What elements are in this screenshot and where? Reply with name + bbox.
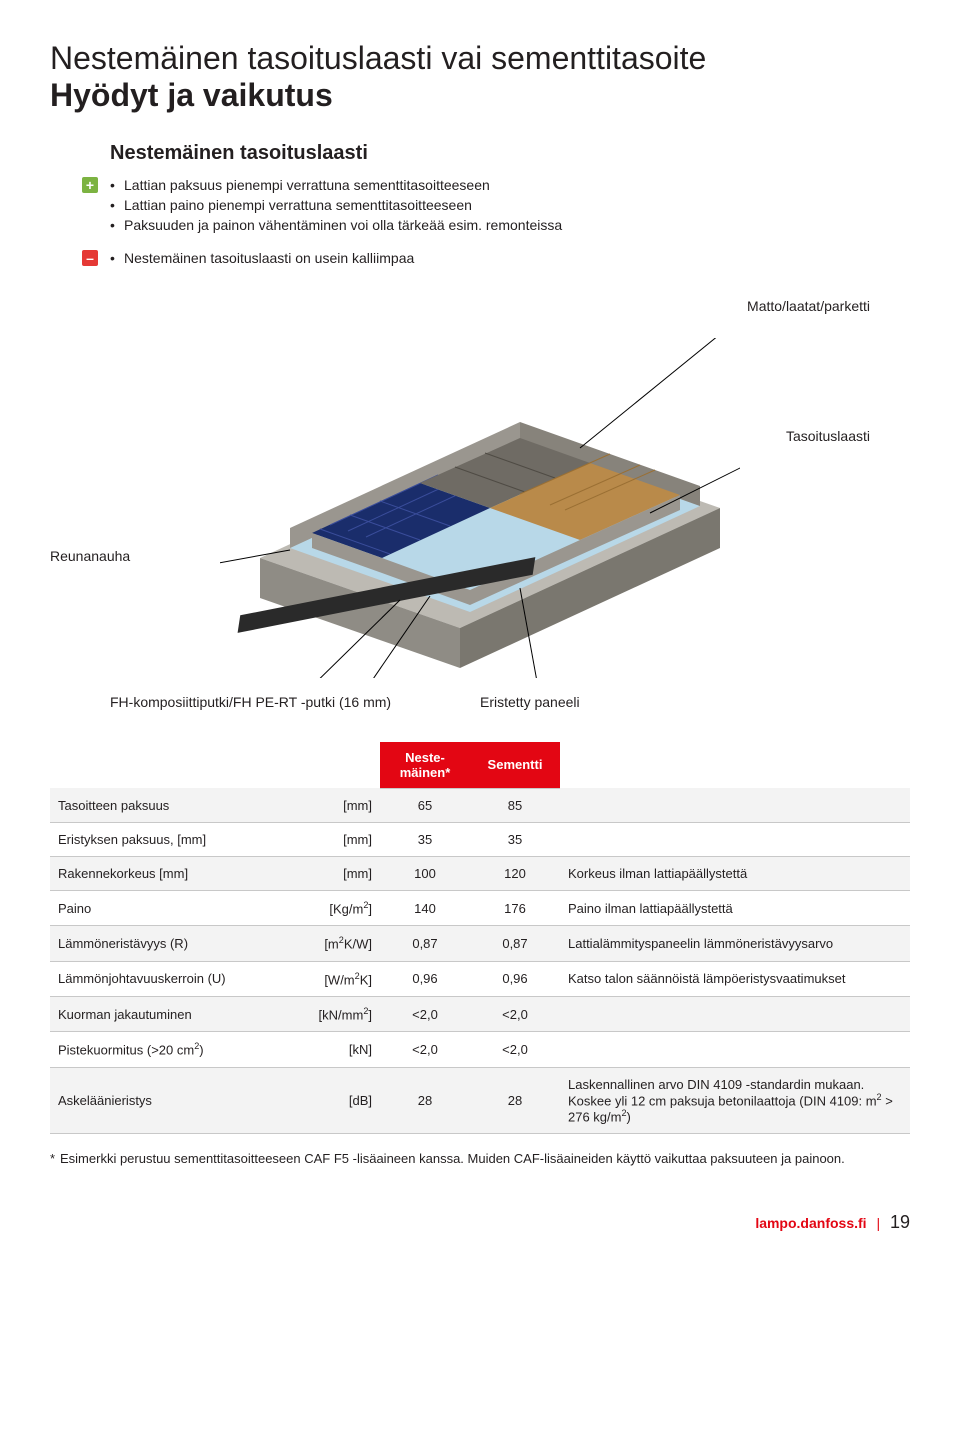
row-label: Kuorman jakautuminen	[50, 996, 290, 1031]
plus-icon: +	[82, 177, 98, 193]
page-title-line2: Hyödyt ja vaikutus	[50, 77, 910, 114]
page-title-line1: Nestemäinen tasoituslaasti vai sementtit…	[50, 40, 910, 77]
floor-cross-section-icon	[220, 338, 740, 678]
pro-item: Lattian paksuus pienempi verrattuna seme…	[110, 175, 910, 195]
callout-floor-covering: Matto/laatat/parketti	[747, 298, 870, 314]
pro-item: Paksuuden ja painon vähentäminen voi oll…	[110, 215, 910, 235]
callout-pipe: FH-komposiittiputki/FH PE-RT -putki (16 …	[110, 694, 391, 710]
page-number: 19	[890, 1212, 910, 1232]
row-label: Eristyksen paksuus, [mm]	[50, 822, 290, 856]
minus-icon: –	[82, 250, 98, 266]
row-label: Paino	[50, 890, 290, 925]
con-item: Nestemäinen tasoituslaasti on usein kall…	[110, 248, 910, 268]
floor-diagram: Matto/laatat/parketti Tasoituslaasti Reu…	[50, 298, 910, 698]
row-label: Tasoitteen paksuus	[50, 788, 290, 822]
callout-screed: Tasoituslaasti	[786, 428, 870, 444]
row-label: Lämmöneristävyys (R)	[50, 926, 290, 961]
callout-panel: Eristetty paneeli	[480, 694, 580, 710]
row-label: Pistekuormitus (>20 cm2)	[50, 1032, 290, 1067]
page-footer: lampo.danfoss.fi | 19	[50, 1212, 910, 1233]
section-subtitle: Nestemäinen tasoituslaasti	[110, 142, 910, 165]
row-label: Rakennekorkeus [mm]	[50, 856, 290, 890]
col-head-liquid: Neste- mäinen*	[380, 742, 470, 789]
pros-block: + Lattian paksuus pienempi verrattuna se…	[110, 175, 910, 236]
table-footnote: *Esimerkki perustuu sementtitasoitteesee…	[50, 1150, 910, 1168]
row-label: Lämmönjohtavuuskerroin (U)	[50, 961, 290, 996]
col-head-cement: Sementti	[470, 742, 560, 789]
pro-item: Lattian paino pienempi verrattuna sement…	[110, 195, 910, 215]
callout-edge-strip: Reunanauha	[50, 548, 130, 564]
footer-url: lampo.danfoss.fi	[755, 1215, 866, 1231]
cons-block: – Nestemäinen tasoituslaasti on usein ka…	[110, 248, 910, 268]
spec-table: Neste- mäinen* Sementti Tasoitteen paksu…	[50, 742, 910, 1134]
row-label: Askeläänieristys	[50, 1067, 290, 1134]
